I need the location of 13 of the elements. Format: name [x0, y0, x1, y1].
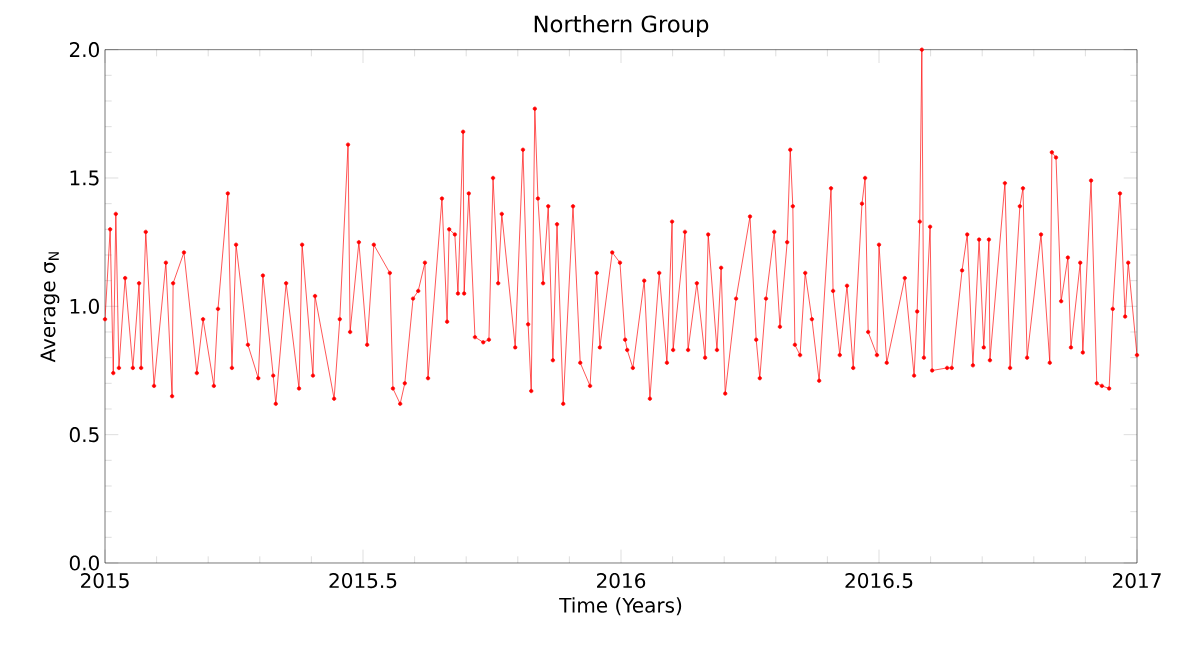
- x-tick-label: 2016.5: [845, 573, 913, 589]
- x-tick-label: 2017: [1113, 573, 1161, 589]
- x-tick-label: 2015: [81, 573, 129, 589]
- chart-title: Northern Group: [534, 15, 709, 37]
- y-tick-label: 0.0: [69, 555, 99, 571]
- y-tick-label: 0.5: [69, 427, 99, 443]
- y-tick-label: 1.0: [70, 298, 99, 314]
- x-tick-label: 2016: [597, 573, 646, 589]
- x-tick-label: 2015.5: [329, 573, 397, 589]
- y-tick-label: 1.5: [70, 170, 99, 186]
- y-tick-label: 2.0: [69, 42, 99, 58]
- x-axis-title: Time (Years): [559, 597, 682, 616]
- y-axis-title: Average σ$_{N}$: [40, 252, 60, 363]
